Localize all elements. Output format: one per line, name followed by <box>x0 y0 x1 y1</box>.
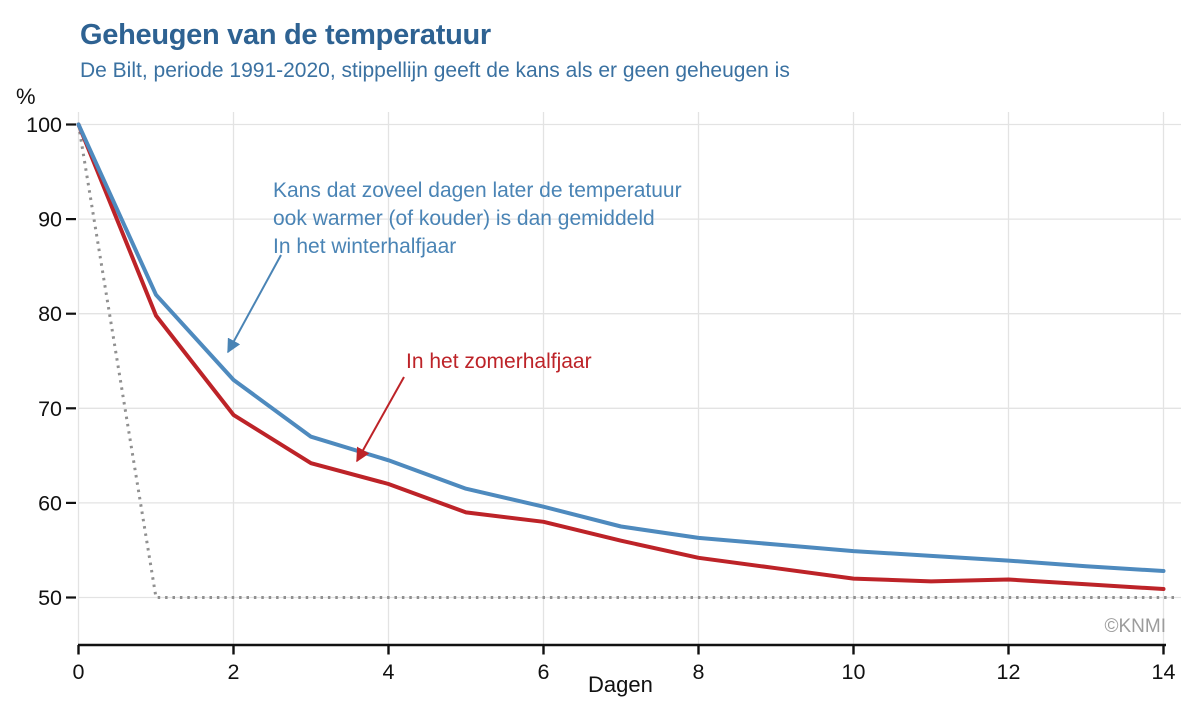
x-tick-label: 4 <box>383 660 395 684</box>
axes <box>66 123 1166 655</box>
winter-annotation-line-2: ook warmer (of kouder) is dan gemiddeld <box>273 207 655 230</box>
series-line-2 <box>77 124 1178 599</box>
zomer-annotation-arrow <box>356 376 405 463</box>
x-tick-label: 12 <box>997 660 1021 684</box>
chart-title: Geheugen van de temperatuur <box>80 19 491 51</box>
winter-annotation-line-3: In het winterhalfjaar <box>273 235 457 258</box>
y-tick-label: 70 <box>38 397 62 421</box>
y-tick-label: 100 <box>26 113 62 137</box>
x-tick-label: 6 <box>538 660 550 684</box>
winter-annotation-arrow <box>227 254 282 354</box>
chart-subtitle: De Bilt, periode 1991-2020, stippellijn … <box>80 59 790 82</box>
x-tick-label: 2 <box>228 660 240 684</box>
series-lines <box>76 122 1178 599</box>
knmi-watermark: ©KNMI <box>1104 616 1167 637</box>
y-tick-label: 60 <box>38 491 62 515</box>
y-axis-unit-label: % <box>16 84 36 109</box>
x-tick-label: 0 <box>73 660 85 684</box>
x-axis-label: Dagen <box>588 672 653 697</box>
series-line-1 <box>76 122 1166 591</box>
tick-labels: 0 2 4 6 8 10 12 14 50 60 70 80 90 100 <box>26 113 1175 684</box>
x-tick-label: 8 <box>693 660 705 684</box>
gridlines <box>77 112 1181 645</box>
series-line-0 <box>76 122 1166 573</box>
zomer-annotation: In het zomerhalfjaar <box>406 350 592 373</box>
winter-annotation-line-1: Kans dat zoveel dagen later de temperatu… <box>273 179 682 202</box>
x-tick-label: 10 <box>842 660 866 684</box>
winter-annotation: Kans dat zoveel dagen later de temperatu… <box>273 177 682 261</box>
y-tick-label: 90 <box>38 208 62 232</box>
y-tick-label: 80 <box>38 302 62 326</box>
y-tick-label: 50 <box>38 586 62 610</box>
x-tick-label: 14 <box>1152 660 1176 684</box>
